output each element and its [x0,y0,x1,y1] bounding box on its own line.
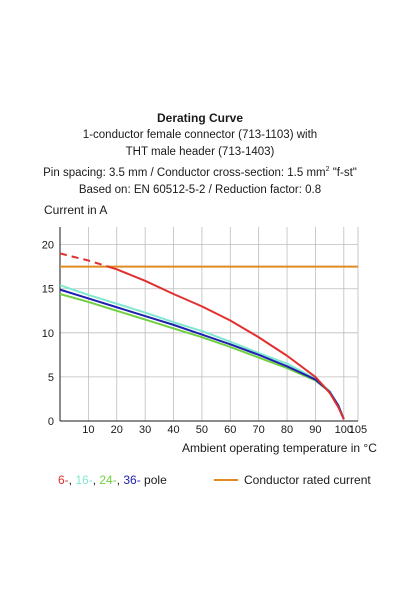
legend-pole-16: 16- [75,473,92,487]
x-tick-label: 30 [139,424,151,436]
legend-pole-counts: 6-, 16-, 24-, 36- pole [58,473,167,487]
y-tick-label: 0 [48,416,54,428]
chart-title: Derating Curve [156,111,244,125]
x-tick-label: 100 [335,424,353,436]
conductor-type-text: "f-st" [329,166,357,179]
x-axis-label: Ambient operating temperature in °C [182,441,377,455]
x-tick-label: 50 [196,424,208,436]
series-line-6 [107,265,345,420]
y-tick-label: 15 [42,284,54,296]
legend: 6-, 16-, 24-, 36- pole Conductor rated c… [58,473,371,487]
x-tick-label: 70 [253,424,265,436]
x-tick-label: 10 [82,424,94,436]
chart-subtitle-line-3: Pin spacing: 3.5 mm / Conductor cross-se… [0,161,400,182]
chart-subtitle-line-1: 1-conductor female connector (713-1103) … [82,129,318,141]
y-tick-label: 10 [42,328,54,340]
x-tick-label: 40 [167,424,179,436]
y-tick-label: 5 [48,372,54,384]
x-tick-label: 80 [281,424,293,436]
legend-separator: , [69,473,76,487]
legend-pole-6: 6- [58,473,69,487]
legend-separator: , [117,473,124,487]
series-layer [59,252,358,420]
y-tick-label: 20 [42,240,54,252]
superscript-two: 2 [325,166,330,173]
x-tick-label: 20 [111,424,123,436]
x-tick-label: 90 [309,424,321,436]
chart-header: Derating Curve 1-conductor female connec… [0,110,400,199]
legend-separator: , [93,473,100,487]
legend-pole-24: 24- [99,473,116,487]
legend-separator: pole [141,473,167,487]
x-tick-label: 60 [224,424,236,436]
grid-layer [60,227,359,421]
y-axis-label: Current in A [44,203,107,217]
pin-spacing-text: Pin spacing: 3.5 mm / Conductor cross-se… [43,166,326,179]
chart-subtitle-line-4: Based on: EN 60512-5-2 / Reduction facto… [78,183,322,196]
legend-pole-36: 36- [123,473,140,487]
series-line-6-extrapolated [59,252,109,268]
chart-subtitle-line-2: THT male header (713-1403) [125,146,275,158]
legend-rated-current-label: Conductor rated current [244,473,371,487]
x-tick-label: 105 [349,424,367,436]
